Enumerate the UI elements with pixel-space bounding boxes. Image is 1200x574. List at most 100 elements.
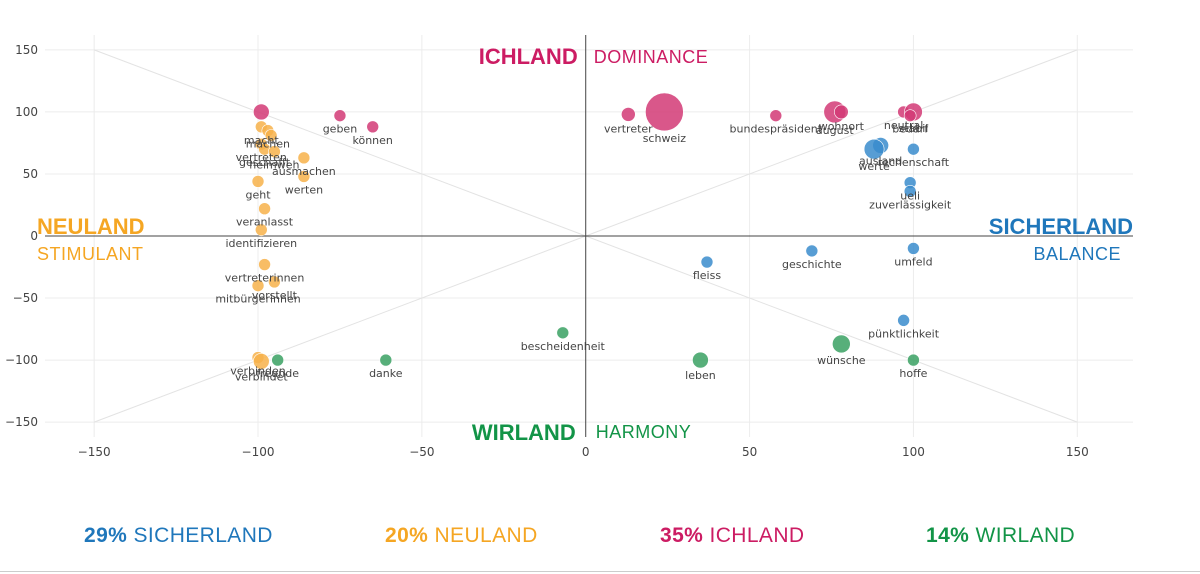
sicherland-point xyxy=(907,242,920,255)
wirland-point-label: bescheidenheit xyxy=(521,340,606,353)
neuland-title: NEULAND xyxy=(37,214,145,239)
sicherland-point-label: rechenschaft xyxy=(878,156,950,169)
y-tick-label: −100 xyxy=(5,353,38,367)
neuland-point xyxy=(251,279,265,292)
x-tick-label: −100 xyxy=(242,445,275,459)
neuland-point-label: ausmachen xyxy=(272,165,336,178)
wirland-point-label: freunde xyxy=(256,367,299,380)
neuland-point-label: veranlasst xyxy=(236,216,294,229)
summary-wirland: 14% WIRLAND xyxy=(926,524,1075,548)
neuland-point-label: werten xyxy=(285,183,323,196)
ichland-point-label: stabil xyxy=(898,122,928,135)
ichland-point xyxy=(621,107,636,122)
x-tick-label: −150 xyxy=(78,445,111,459)
neuland-point-label: geschafft xyxy=(239,156,291,169)
ichland-point-label: wohnort xyxy=(819,120,865,133)
dominance-subtitle: DOMINANCE xyxy=(594,47,709,67)
sicherland-point xyxy=(863,138,885,160)
ichland-point-label: vertreter xyxy=(604,122,653,135)
sicherland-point-label: geschichte xyxy=(782,258,842,271)
summary-sicherland-percent: 29% xyxy=(84,524,128,547)
wirland-point xyxy=(379,353,393,367)
ichland-point xyxy=(769,109,783,122)
wirland-point-label: danke xyxy=(369,367,403,380)
ichland-point xyxy=(333,109,347,122)
summary-sicherland: 29% SICHERLAND xyxy=(84,524,273,548)
wirland-point-label: hoffe xyxy=(899,367,927,380)
sicherland-point-label: pünktlichkeit xyxy=(868,327,940,340)
neuland-point-label: macht xyxy=(244,134,279,147)
sicherland-point xyxy=(903,185,917,198)
ichland-point xyxy=(366,120,380,134)
summary-ichland-percent: 35% xyxy=(660,524,704,547)
neuland-point-label: mitbürgerinnen xyxy=(215,293,300,306)
sicherland-point-label: fleiss xyxy=(693,269,721,282)
ichland-point-label: bedarf xyxy=(892,123,929,136)
wirland-point xyxy=(692,351,709,369)
y-tick-label: 50 xyxy=(23,167,38,181)
sicherland-point xyxy=(897,314,910,327)
sicherland-point-label: ueli xyxy=(900,190,920,203)
ichland-point-label: neutral xyxy=(884,119,923,132)
ichland-point xyxy=(834,104,849,120)
ichland-point-label: können xyxy=(353,134,393,147)
neuland-point xyxy=(264,129,278,142)
summary-ichland: 35% ICHLAND xyxy=(660,524,804,548)
neuland-point xyxy=(258,258,271,271)
x-tick-label: 0 xyxy=(582,445,590,459)
ichland-point-label: geben xyxy=(323,123,358,136)
summary-neuland-label: NEULAND xyxy=(434,524,538,547)
footer-divider xyxy=(0,571,1200,572)
wirland-point-label: wünsche xyxy=(817,354,866,367)
summary-ichland-label: ICHLAND xyxy=(709,524,805,547)
neuland-point xyxy=(268,145,281,158)
wirland-point xyxy=(832,334,851,354)
summary-wirland-label: WIRLAND xyxy=(975,524,1076,547)
sicherland-title: SICHERLAND xyxy=(989,214,1133,239)
neuland-point-label: geht xyxy=(245,188,271,201)
ichland-title: ICHLAND xyxy=(479,44,578,69)
sicherland-point xyxy=(805,244,819,258)
neuland-point xyxy=(268,275,281,289)
balance-subtitle: BALANCE xyxy=(1033,244,1121,264)
summary-wirland-percent: 14% xyxy=(926,524,970,547)
ichland-point-label: bundespräsident xyxy=(730,123,823,136)
sicherland-point-label: ausland xyxy=(859,154,902,167)
wirland-point xyxy=(271,353,284,367)
wirland-point xyxy=(556,326,570,340)
neuland-point-label: vertreterinnen xyxy=(225,272,305,285)
wirland-point xyxy=(907,353,920,367)
wirland-title: WIRLAND xyxy=(472,420,576,445)
ichland-point xyxy=(252,103,270,121)
summary-neuland-percent: 20% xyxy=(385,524,429,547)
neuland-point xyxy=(258,202,271,216)
ichland-point xyxy=(645,92,684,132)
neuland-point-label: heimweh xyxy=(249,159,299,172)
neuland-point-label: vorstellt xyxy=(252,289,298,302)
ichland-point-label: august xyxy=(816,124,854,137)
summary-neuland: 20% NEULAND xyxy=(385,524,538,548)
neuland-point-label: identifizieren xyxy=(225,237,297,250)
sicherland-point xyxy=(907,142,920,156)
x-tick-label: 150 xyxy=(1066,445,1089,459)
ichland-point xyxy=(903,109,917,122)
x-tick-label: −50 xyxy=(409,445,434,459)
summary-sicherland-label: SICHERLAND xyxy=(133,524,273,547)
harmony-subtitle: HARMONY xyxy=(596,422,692,442)
x-tick-label: 100 xyxy=(902,445,925,459)
neuland-point xyxy=(252,353,270,370)
neuland-point-label: verbindet xyxy=(235,370,289,383)
x-tick-label: 50 xyxy=(742,445,757,459)
sicherland-point-label: werte xyxy=(858,160,890,173)
neuland-point xyxy=(251,175,265,188)
y-tick-label: −50 xyxy=(13,291,38,305)
sicherland-point-label: umfeld xyxy=(894,255,932,268)
ichland-point-label: schweiz xyxy=(643,132,687,145)
neuland-point-label: vertreten xyxy=(236,151,287,164)
neuland-point-label: verbinden xyxy=(230,365,286,378)
y-tick-label: 150 xyxy=(15,43,38,57)
sicherland-point-label: zuverlässigkeit xyxy=(869,198,952,211)
y-tick-label: 100 xyxy=(15,105,38,119)
neuland-point xyxy=(254,223,268,237)
